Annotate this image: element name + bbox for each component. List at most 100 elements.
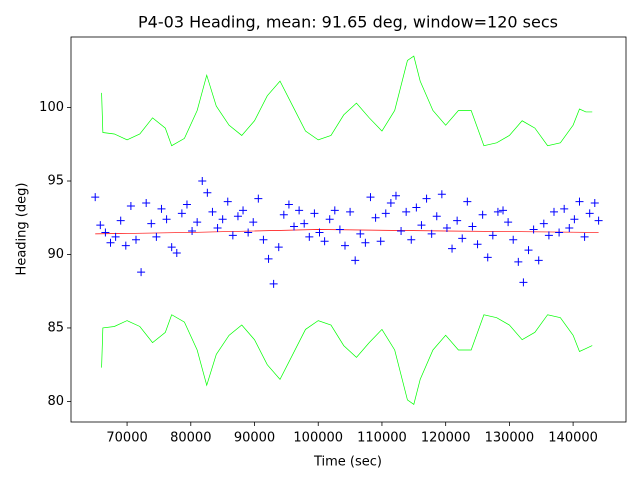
point [590,199,599,208]
point [422,194,431,203]
point [131,235,140,244]
point [218,215,227,224]
point [544,231,553,240]
point [254,194,263,203]
point [524,246,533,255]
point [239,206,248,215]
point [152,232,161,241]
chart-title: P4-03 Heading, mean: 91.65 deg, window=1… [138,13,558,32]
y-tick-label: 100 [39,100,64,115]
x-tick-label: 130000 [485,431,535,446]
point [402,207,411,216]
point [499,206,508,215]
line [101,55,593,147]
plot-frame [70,36,627,423]
point [437,190,446,199]
point [126,201,135,210]
point [397,226,406,235]
point [493,207,502,216]
point [335,225,344,234]
point [213,224,222,233]
point [412,203,421,212]
point [249,218,258,227]
point [473,240,482,249]
point [300,219,309,228]
point [228,231,237,240]
point [325,215,334,224]
point [193,218,202,227]
point [427,229,436,238]
point [463,197,472,206]
point [279,210,288,219]
point [381,209,390,218]
x-tick-label: 100000 [293,431,343,446]
point [585,209,594,218]
point [162,215,171,224]
point [91,193,100,202]
x-tick-label: 80000 [170,431,211,446]
point [233,212,242,221]
point [167,243,176,252]
point [121,241,130,250]
point [468,222,477,231]
point [142,199,151,208]
point [315,228,324,237]
point [188,226,197,235]
point [101,228,110,237]
point [284,200,293,209]
x-tick-label: 140000 [548,431,598,446]
point [147,219,156,228]
point [172,249,181,258]
line [101,314,593,405]
point [376,237,385,246]
point [478,210,487,219]
point [116,216,125,225]
point [580,232,589,241]
point [453,216,462,225]
point [529,225,538,234]
point [182,200,191,209]
point [371,213,380,222]
point [391,191,400,200]
point [432,212,441,221]
point [137,268,146,277]
point [244,228,253,237]
y-axis-label: Heading (deg) [15,183,30,276]
y-tick-label: 90 [47,247,64,262]
point [361,238,370,247]
point [514,257,523,266]
point [351,256,360,265]
point [539,219,548,228]
y-tick-label: 85 [47,320,64,335]
point [458,234,467,243]
point [407,235,416,244]
x-tick-label: 70000 [106,431,147,446]
y-tick-label: 80 [47,394,64,409]
point [177,209,186,218]
point [386,199,395,208]
point [330,206,339,215]
line [95,229,599,235]
point [549,207,558,216]
point [366,193,375,202]
point [534,256,543,265]
point [509,235,518,244]
x-axis-label: Time (sec) [313,455,382,470]
point [106,238,115,247]
point [565,224,574,233]
point [346,207,355,216]
point [575,197,584,206]
point [157,204,166,213]
point [442,224,451,233]
point [340,241,349,250]
point [290,222,299,231]
point [570,215,579,224]
x-tick-label: 120000 [421,431,471,446]
point [594,216,603,225]
point [448,244,457,253]
point [488,231,497,240]
x-tick-label: 110000 [357,431,407,446]
point [223,197,232,206]
